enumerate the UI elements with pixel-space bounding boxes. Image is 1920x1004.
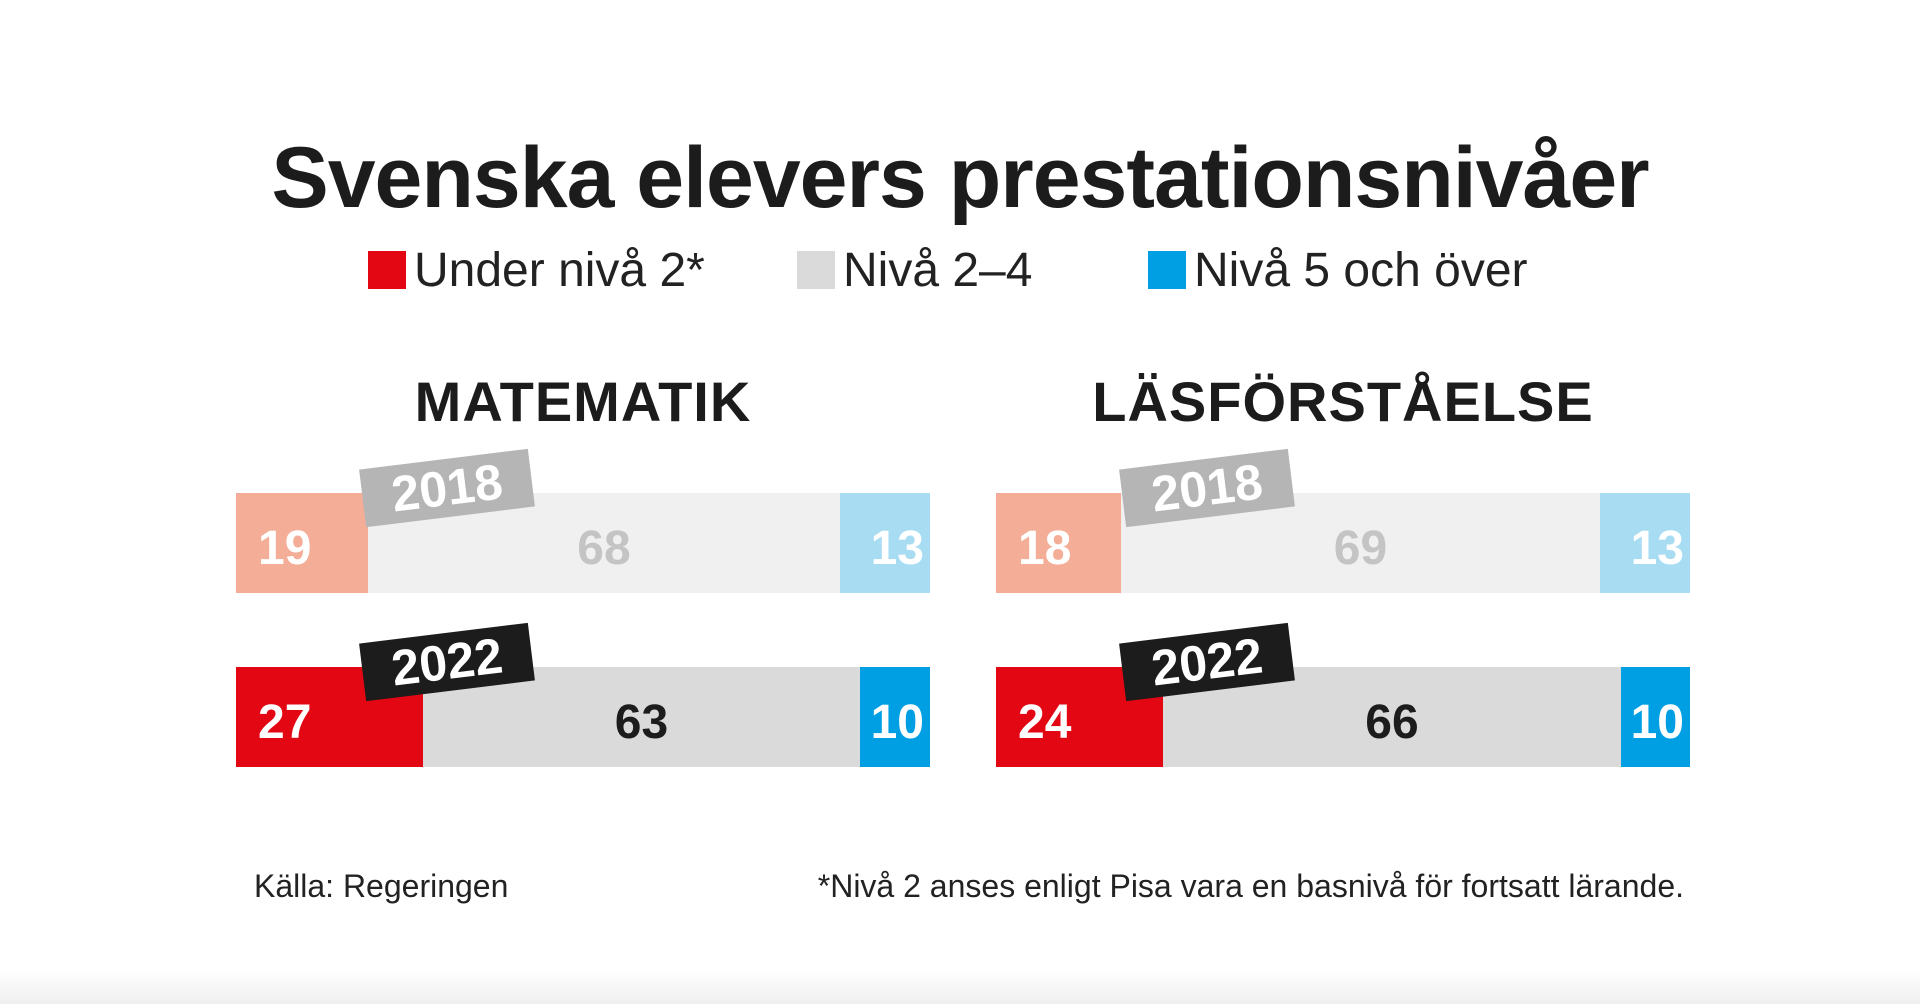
bar-row-2018: 18 69 13 2018 — [996, 448, 1690, 593]
bar-segment-under-niva-2: 19 — [236, 493, 368, 593]
panel-matematik: MATEMATIK 19 68 13 2018 27 63 10 2022 — [236, 370, 930, 770]
panel-title: MATEMATIK — [414, 370, 752, 433]
bar-row-2018: 19 68 13 2018 — [236, 448, 930, 593]
legend: Under nivå 2* Nivå 2–4 Nivå 5 och över — [0, 240, 1920, 300]
bar-row-2022: 24 66 10 2022 — [996, 622, 1690, 767]
legend-swatch-blue — [1148, 251, 1186, 289]
legend-item-niva-2-4: Nivå 2–4 — [797, 240, 1032, 300]
footnote: *Nivå 2 anses enligt Pisa vara en basniv… — [817, 868, 1684, 904]
legend-label: Nivå 5 och över — [1194, 243, 1528, 297]
legend-swatch-red — [368, 251, 406, 289]
panel-title: LÄSFÖRSTÅELSE — [1092, 370, 1594, 433]
bar-segment-under-niva-2: 18 — [996, 493, 1121, 593]
legend-item-niva-5: Nivå 5 och över — [1148, 240, 1528, 300]
bar-segment-niva-5: 10 — [1621, 667, 1690, 767]
legend-swatch-gray — [797, 251, 835, 289]
legend-label: Under nivå 2* — [414, 243, 705, 297]
bar-segment-niva-5: 10 — [860, 667, 930, 767]
source-note: Källa: Regeringen — [254, 868, 509, 904]
bar-segment-under-niva-2: 27 — [236, 667, 423, 767]
bar-row-2022: 27 63 10 2022 — [236, 622, 930, 767]
chart-title: Svenska elevers prestationsnivåer — [271, 130, 1649, 226]
panel-lasforstaelse: LÄSFÖRSTÅELSE 18 69 13 2018 24 66 10 2022 — [996, 370, 1690, 770]
bar-segment-niva-5: 13 — [1600, 493, 1690, 593]
legend-label: Nivå 2–4 — [843, 243, 1033, 297]
legend-item-under-niva-2: Under nivå 2* — [368, 240, 705, 300]
bar-segment-niva-5: 13 — [840, 493, 930, 593]
bottom-shade — [0, 970, 1920, 1004]
